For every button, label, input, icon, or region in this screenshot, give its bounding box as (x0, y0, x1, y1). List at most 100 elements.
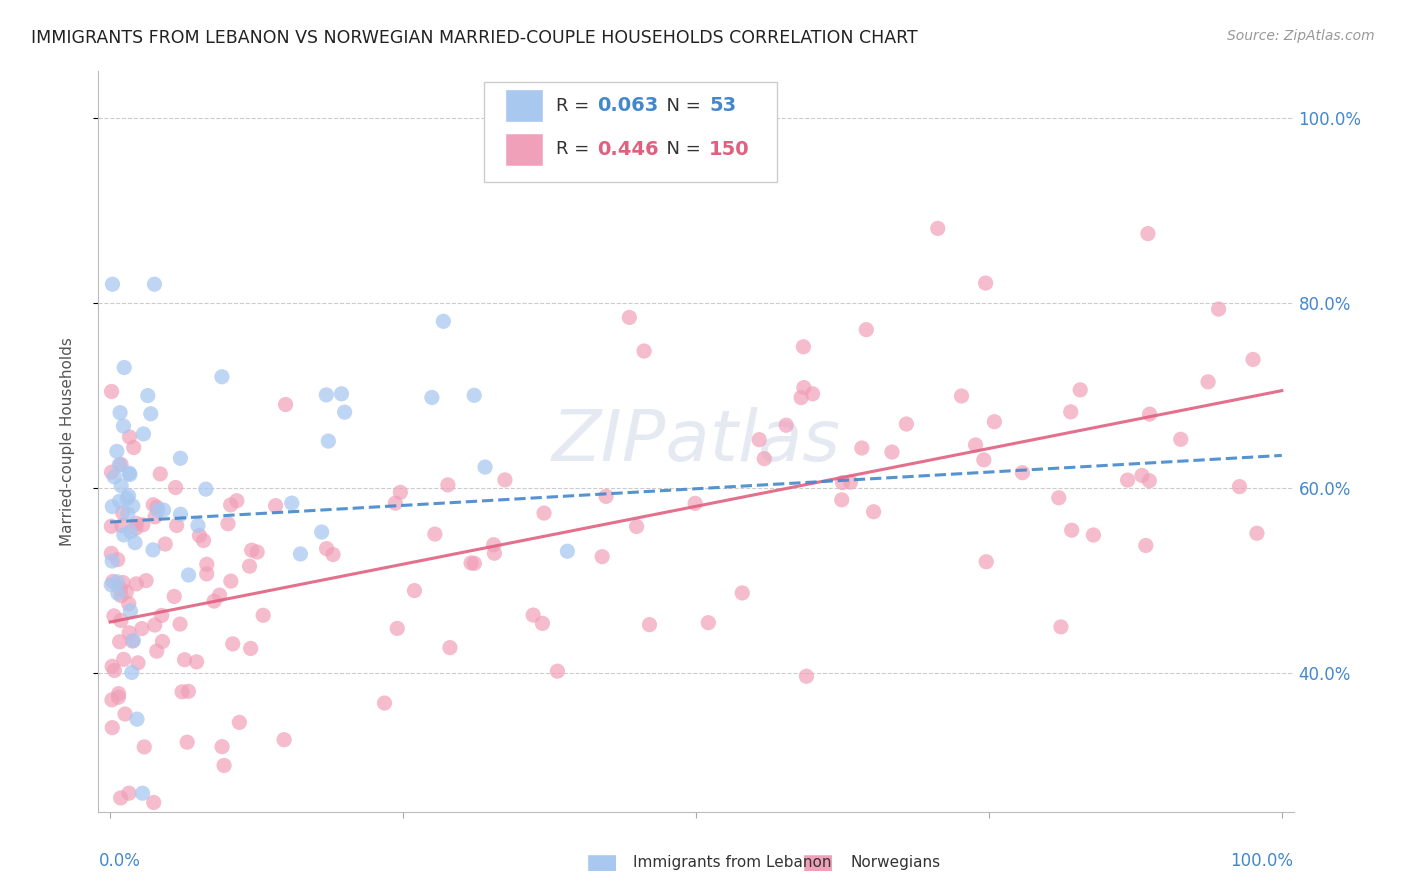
Point (318, 434, 340, 448)
Point (212, 758, 235, 772)
Point (219, 574, 242, 588)
Point (252, 608, 274, 623)
Point (101, 659, 124, 673)
Point (118, 786, 141, 800)
Point (851, 441, 873, 455)
Point (112, 419, 135, 434)
Point (103, 664, 125, 678)
Point (796, 669, 818, 683)
Point (1069, 383, 1091, 397)
Text: N =: N = (655, 97, 707, 115)
Point (1083, 528, 1105, 542)
Point (110, 478, 132, 492)
Point (105, 574, 128, 589)
Point (974, 276, 997, 290)
Text: R =: R = (557, 97, 595, 115)
Point (439, 640, 461, 655)
Point (748, 433, 770, 447)
Point (152, 503, 174, 517)
Point (1137, 474, 1160, 488)
Point (697, 615, 720, 630)
Point (1229, 480, 1251, 494)
Point (120, 524, 142, 539)
Point (108, 458, 131, 472)
Point (311, 524, 333, 539)
Point (1135, 539, 1157, 553)
Point (1047, 491, 1070, 505)
Point (169, 617, 191, 632)
Point (557, 544, 579, 558)
Text: IMMIGRANTS FROM LEBANON VS NORWEGIAN MARRIED-COUPLE HOUSEHOLDS CORRELATION CHART: IMMIGRANTS FROM LEBANON VS NORWEGIAN MAR… (31, 29, 918, 46)
Point (484, 546, 506, 560)
Point (111, 518, 134, 533)
Point (125, 577, 148, 591)
Point (177, 568, 200, 582)
Point (169, 451, 191, 466)
Point (173, 653, 195, 667)
Point (239, 641, 262, 656)
Point (217, 516, 239, 531)
Text: 100.0%: 100.0% (1230, 853, 1294, 871)
Point (118, 625, 141, 640)
Point (839, 475, 862, 490)
Text: Source: ZipAtlas.com: Source: ZipAtlas.com (1227, 29, 1375, 43)
Point (389, 485, 412, 500)
Point (139, 407, 162, 421)
Point (1116, 473, 1139, 487)
Point (169, 508, 191, 522)
Point (111, 506, 134, 520)
Point (125, 712, 148, 726)
Point (404, 583, 426, 598)
Point (124, 535, 146, 549)
Point (177, 684, 200, 698)
Point (142, 796, 165, 810)
Point (855, 323, 877, 337)
Point (136, 388, 159, 402)
Point (273, 732, 295, 747)
Point (110, 582, 132, 596)
Point (110, 589, 132, 603)
Point (1170, 432, 1192, 446)
Point (100, 465, 122, 479)
Point (973, 453, 995, 467)
Point (112, 528, 135, 542)
Point (225, 493, 247, 508)
Text: 0.0%: 0.0% (98, 853, 141, 871)
Point (115, 585, 138, 599)
Point (107, 586, 129, 600)
Point (801, 386, 824, 401)
Point (264, 499, 287, 513)
Point (188, 528, 211, 542)
Point (170, 685, 193, 699)
Point (107, 687, 129, 701)
Point (121, 665, 143, 680)
Point (1197, 375, 1219, 389)
Point (522, 608, 544, 623)
Point (195, 558, 218, 572)
Point (463, 388, 485, 402)
Point (118, 430, 141, 444)
Point (211, 369, 233, 384)
Point (110, 791, 132, 805)
Point (927, 221, 949, 235)
Point (131, 622, 153, 636)
Point (683, 496, 706, 510)
Point (1136, 227, 1159, 241)
Point (754, 451, 776, 466)
Point (633, 344, 655, 359)
Point (1011, 466, 1033, 480)
Point (121, 499, 143, 513)
Point (134, 739, 156, 754)
Y-axis label: Married-couple Households: Married-couple Households (60, 337, 75, 546)
Point (387, 621, 409, 635)
Point (222, 637, 245, 651)
Bar (506, 134, 541, 165)
Point (281, 496, 304, 510)
Point (1060, 523, 1083, 537)
Point (100, 546, 122, 560)
Point (112, 360, 135, 375)
Point (880, 445, 903, 459)
Point (208, 588, 231, 602)
Point (494, 473, 516, 487)
Point (166, 518, 188, 533)
